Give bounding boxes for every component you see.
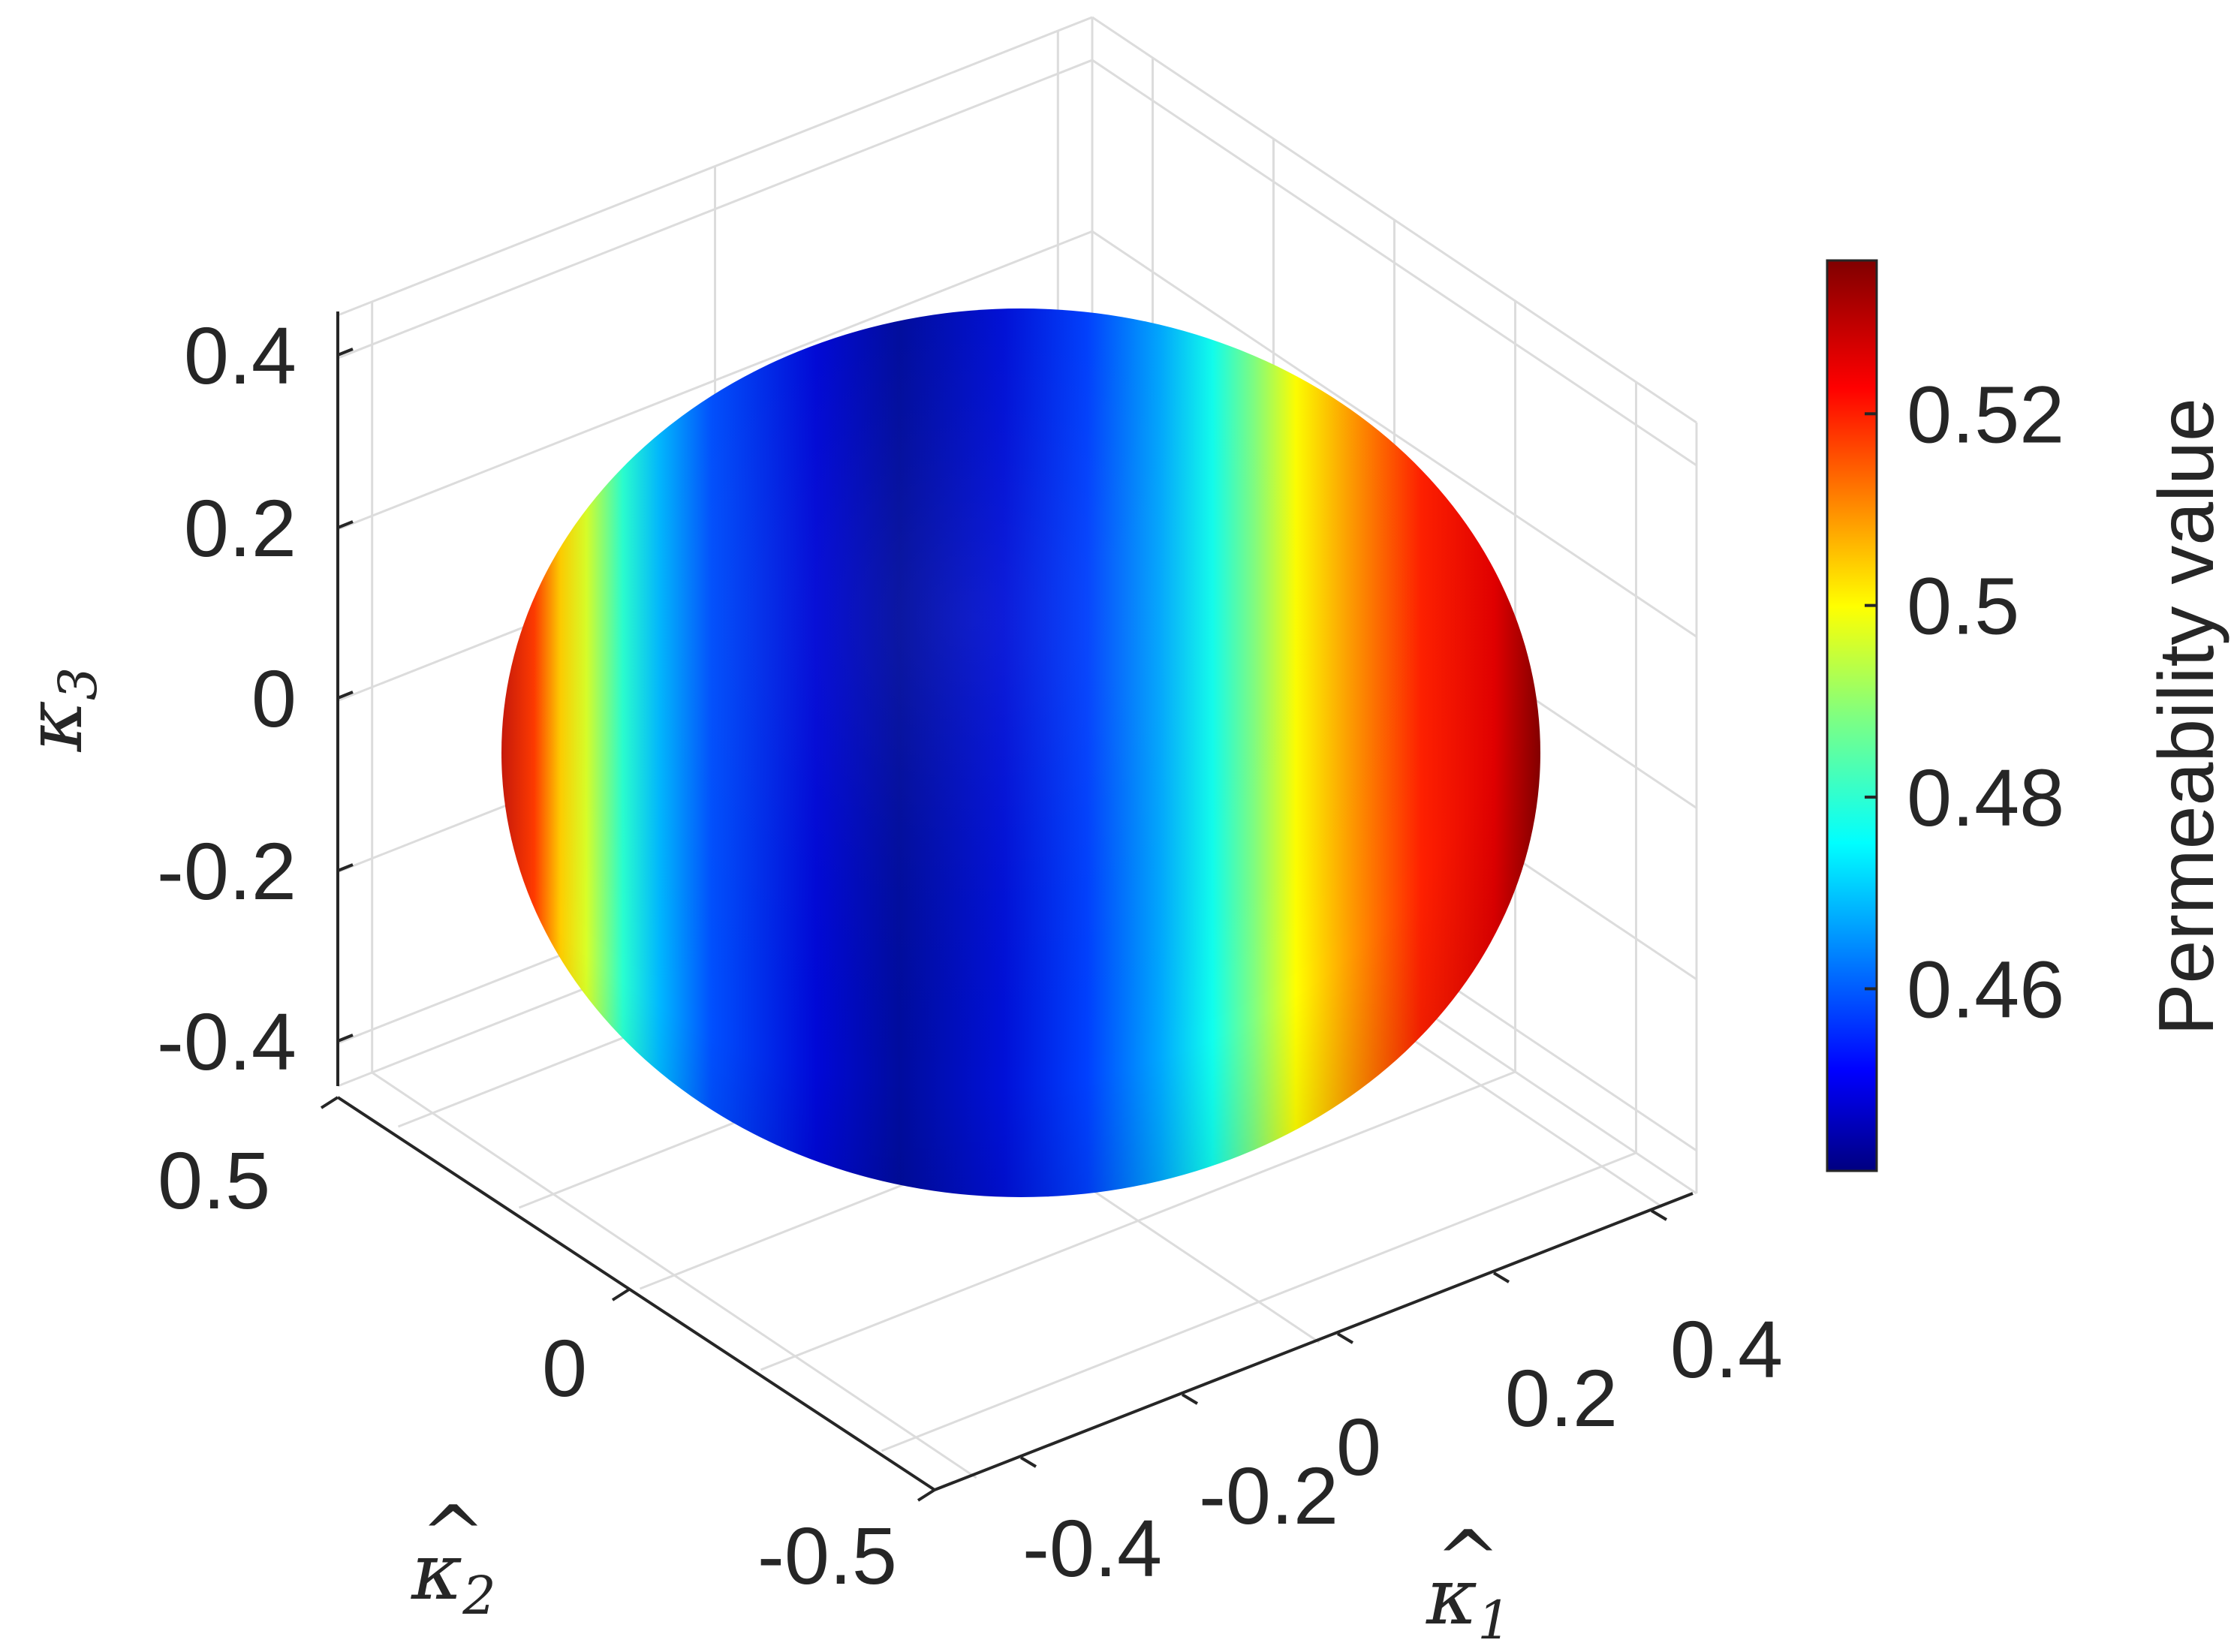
colorbar-label: Permeability value xyxy=(2143,398,2230,1036)
z-tick-label: -0.4 xyxy=(157,996,297,1087)
x-tick-label: -0.2 xyxy=(1199,1450,1338,1541)
z-tick-label: 0.4 xyxy=(184,310,297,401)
x-tick-label: -0.4 xyxy=(1022,1503,1162,1593)
x-axis-label: κ1 ^ xyxy=(1426,1513,1511,1651)
x-tick-mark xyxy=(1492,1271,1510,1283)
z-tick-label: 0.2 xyxy=(184,483,297,573)
z-tick-mark xyxy=(337,1034,354,1043)
y-tick-label: 0.5 xyxy=(158,1135,270,1226)
z-tick-mark xyxy=(337,691,354,700)
svg-text:κ1: κ1 xyxy=(1426,1551,1511,1651)
x-tick-mark xyxy=(1336,1332,1354,1344)
colorbar-ticks: 0.46 0.48 0.5 0.52 xyxy=(1865,369,2064,1034)
y-tick-mark xyxy=(917,1488,936,1502)
colorbar-bar xyxy=(1826,259,1878,1172)
y-tick-label: -0.5 xyxy=(757,1510,897,1601)
svg-text:^: ^ xyxy=(1435,1513,1501,1605)
z-tick-labels: -0.4 -0.2 0 0.2 0.4 xyxy=(157,310,297,1087)
svg-text:^: ^ xyxy=(420,1488,486,1580)
svg-text:^: ^ xyxy=(0,688,49,753)
z-tick-mark xyxy=(337,348,354,357)
z-tick-label: -0.2 xyxy=(157,826,297,916)
colorbar-tick-label: 0.5 xyxy=(1907,561,2019,651)
y-tick-labels: -0.5 0 0.5 xyxy=(158,1135,897,1601)
svg-text:κ2: κ2 xyxy=(411,1526,496,1626)
svg-text:κ3: κ3 xyxy=(8,667,109,753)
grid-line xyxy=(881,1151,1637,1452)
x-tick-labels: -0.4 -0.20 0.2 0.4 xyxy=(1022,1304,1783,1593)
surface-ellipsoid xyxy=(501,308,1540,1197)
axes xyxy=(320,311,1694,1502)
x-tick-label: 0 xyxy=(1336,1401,1381,1492)
z-axis-label: κ3 ^ xyxy=(0,667,109,754)
colorbar-tick-label: 0.52 xyxy=(1907,369,2064,459)
x-axis-line xyxy=(934,1192,1694,1491)
x-tick-mark xyxy=(1019,1456,1037,1468)
y-tick-label: 0 xyxy=(542,1323,587,1413)
grid-line xyxy=(760,1070,1516,1371)
z-tick-label: 0 xyxy=(251,653,297,744)
y-axis-line xyxy=(336,1096,936,1491)
x-tick-mark xyxy=(1650,1209,1668,1221)
x-tick-label: 0.4 xyxy=(1670,1304,1783,1395)
y-tick-mark xyxy=(320,1096,339,1109)
colorbar-tick-label: 0.48 xyxy=(1907,752,2064,843)
x-tick-mark xyxy=(1181,1393,1199,1405)
colorbar-tick-label: 0.46 xyxy=(1907,943,2064,1034)
z-tick-mark xyxy=(337,520,354,529)
y-tick-mark xyxy=(611,1288,631,1301)
x-tick-label: 0.2 xyxy=(1505,1353,1618,1443)
y-axis-label: κ2 ^ xyxy=(411,1488,496,1626)
colorbar: 0.46 0.48 0.5 0.52 Permeability value xyxy=(1826,259,2230,1172)
z-tick-mark xyxy=(337,863,354,872)
